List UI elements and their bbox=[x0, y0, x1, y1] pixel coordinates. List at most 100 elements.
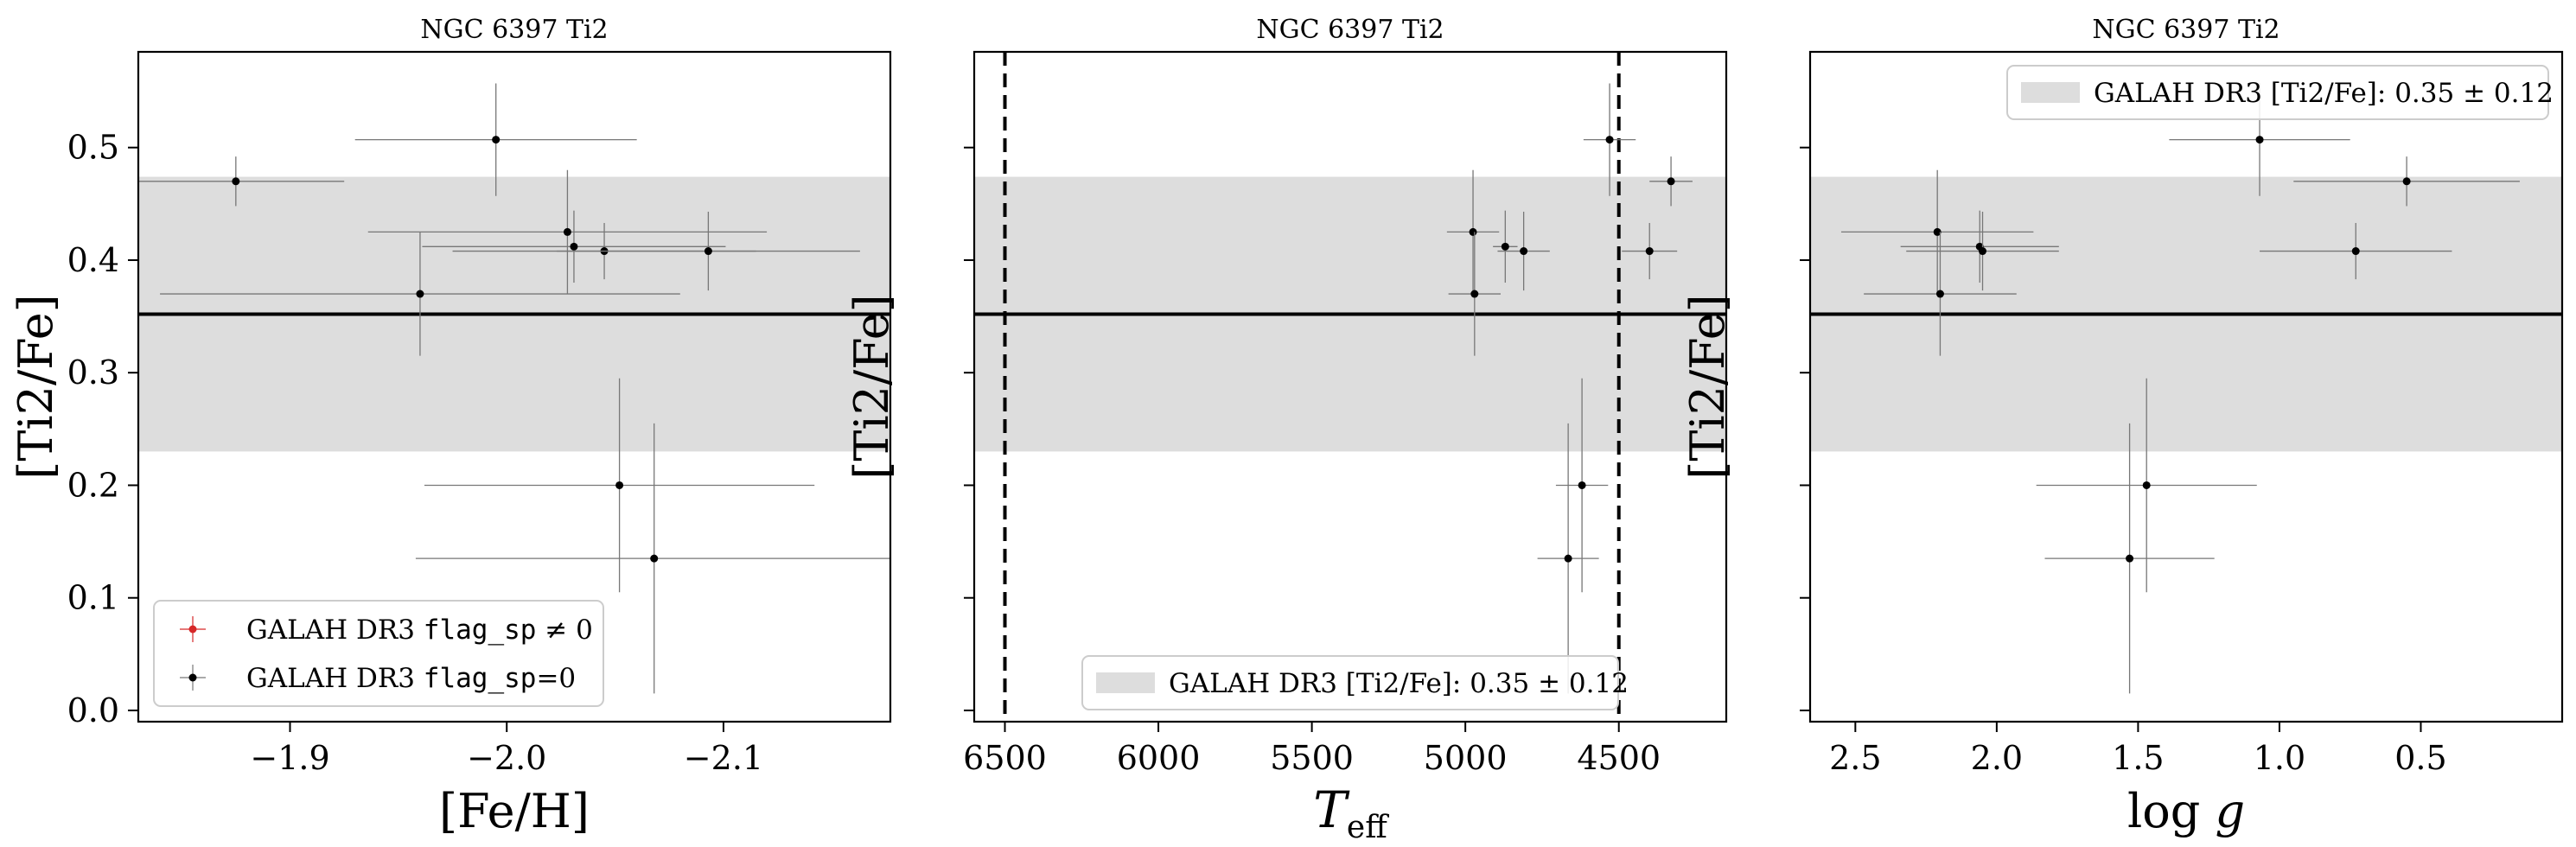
y-tick-label: 0.5 bbox=[67, 129, 119, 167]
data-point-6 bbox=[1622, 222, 1678, 280]
point-marker bbox=[704, 247, 712, 256]
y-tick-label: 0.3 bbox=[67, 353, 119, 392]
point-marker bbox=[1935, 290, 1944, 298]
data-point-3 bbox=[160, 232, 680, 356]
chart-title: NGC 6397 Ti2 bbox=[420, 15, 608, 45]
point-marker bbox=[2255, 136, 2264, 144]
legend-text: =0 bbox=[536, 663, 576, 694]
point-marker bbox=[1667, 177, 1675, 186]
legend-label-flag-nonzero: GALAH DR3 flag_sp ≠ 0 bbox=[246, 615, 593, 646]
data-point-8 bbox=[1555, 378, 1609, 593]
point-marker bbox=[1645, 247, 1654, 256]
data-point-5 bbox=[1497, 211, 1550, 291]
point-marker bbox=[2402, 177, 2411, 186]
point-marker bbox=[232, 177, 240, 186]
legend-label-band: GALAH DR3 [Ti2/Fe]: 0.35 ± 0.12 bbox=[2094, 78, 2554, 109]
legend-code: flag_sp bbox=[424, 663, 537, 694]
point-marker bbox=[1501, 242, 1509, 251]
x-axis-label: Teff bbox=[1313, 780, 1389, 845]
point-marker bbox=[615, 481, 624, 489]
y-axis-label: [Ti2/Fe] bbox=[1680, 294, 1735, 479]
data-point-7 bbox=[1448, 232, 1501, 356]
y-axis-label: [Ti2/Fe] bbox=[9, 294, 63, 479]
point-marker bbox=[492, 136, 501, 144]
data-point-9 bbox=[2044, 423, 2215, 694]
data-point-9 bbox=[1537, 423, 1599, 694]
point-marker bbox=[1469, 227, 1477, 236]
point-marker bbox=[1520, 247, 1528, 256]
chart-panel-3: 2.5 2.0 1.5 1.0 0.5 NGC 6397 Ti2 [Ti2/Fe] log g… bbox=[1680, 15, 2564, 838]
legend-band-swatch bbox=[2021, 82, 2080, 103]
legend-text: GALAH DR3 bbox=[246, 663, 424, 694]
legend-marker-dot bbox=[188, 673, 197, 682]
legend: GALAH DR3 [Ti2/Fe]: 0.35 ± 0.12 bbox=[2006, 65, 2554, 120]
legend-text: GALAH DR3 bbox=[246, 615, 424, 646]
legend-box bbox=[2006, 65, 2549, 120]
data-point-2 bbox=[2293, 156, 2520, 207]
point-marker bbox=[2351, 247, 2360, 256]
plot-area bbox=[1810, 83, 2562, 694]
data-point-7 bbox=[556, 211, 860, 291]
legend: GALAH DR3 [Ti2/Fe]: 0.35 ± 0.12 bbox=[1081, 655, 1629, 710]
point-marker bbox=[650, 554, 659, 563]
x-axis-label: log g bbox=[2127, 784, 2245, 838]
data-point-6 bbox=[2260, 222, 2452, 280]
y-tick-label: 0.0 bbox=[67, 691, 119, 729]
data-point-2 bbox=[1649, 156, 1693, 207]
x-tick-label: 5000 bbox=[1424, 739, 1508, 777]
x-tick-label: 2.0 bbox=[1971, 739, 2023, 777]
point-marker bbox=[1979, 247, 1987, 256]
chart-panel-1: 0.0 0.1 0.2 0.3 0.4 0.5 −1.9 −2.0 −2.1 NGC 6397 T… bbox=[9, 15, 892, 838]
data-point-4 bbox=[367, 169, 768, 295]
point-marker bbox=[2142, 481, 2151, 489]
x-tick-label: 0.5 bbox=[2394, 739, 2446, 777]
data-point-4 bbox=[1493, 210, 1518, 283]
x-tick-label: 1.0 bbox=[2254, 739, 2305, 777]
x-axis-label: [Fe/H] bbox=[439, 784, 590, 838]
x-tick-label: 2.5 bbox=[1829, 739, 1881, 777]
point-marker bbox=[563, 227, 571, 236]
data-point-7 bbox=[1864, 232, 2017, 356]
data-point-8 bbox=[424, 378, 815, 593]
legend-box bbox=[153, 600, 604, 707]
x-tick-label: −2.0 bbox=[467, 739, 546, 777]
legend-label-band: GALAH DR3 [Ti2/Fe]: 0.35 ± 0.12 bbox=[1169, 668, 1629, 699]
data-point-1 bbox=[1583, 83, 1636, 196]
panels: 0.0 0.1 0.2 0.3 0.4 0.5 −1.9 −2.0 −2.1 NGC 6397 T… bbox=[9, 15, 2564, 845]
y-tick-label: 0.2 bbox=[67, 466, 119, 504]
legend-marker-flag-zero bbox=[180, 665, 206, 691]
data-point-1 bbox=[138, 156, 345, 207]
legend-marker-dot bbox=[188, 625, 197, 634]
data-point-5 bbox=[422, 210, 726, 283]
x-tick-label: 4500 bbox=[1577, 739, 1661, 777]
legend-code: flag_sp bbox=[424, 615, 537, 646]
chart-panel-2: 6500 6000 5500 5000 4500 NGC 6397 Ti2 [Ti2/Fe]… bbox=[845, 15, 1728, 845]
x-tick-label: 6500 bbox=[963, 739, 1047, 777]
legend-marker-flag-nonzero bbox=[180, 616, 206, 642]
point-marker bbox=[1564, 554, 1572, 563]
data-point-9 bbox=[415, 423, 890, 694]
chart-title: NGC 6397 Ti2 bbox=[1256, 15, 1444, 45]
y-tick-label: 0.1 bbox=[67, 579, 119, 617]
axes-frame bbox=[1808, 50, 2564, 723]
x-tick-label: 6000 bbox=[1117, 739, 1201, 777]
legend-text: ≠ 0 bbox=[536, 615, 592, 646]
chart-title: NGC 6397 Ti2 bbox=[2092, 15, 2280, 45]
x-tick-label: −1.9 bbox=[250, 739, 329, 777]
point-marker bbox=[1933, 227, 1942, 236]
data-point-2 bbox=[354, 83, 637, 196]
data-point-5 bbox=[1906, 211, 2059, 291]
x-tick-label: 1.5 bbox=[2112, 739, 2164, 777]
data-point-3 bbox=[1840, 169, 2034, 295]
point-marker bbox=[1605, 136, 1614, 144]
legend-band-swatch bbox=[1096, 672, 1155, 693]
data-point-8 bbox=[2036, 378, 2257, 593]
legend-box bbox=[1081, 655, 1619, 710]
axes-frame bbox=[972, 50, 1728, 723]
x-tick-label: 5500 bbox=[1270, 739, 1354, 777]
point-marker bbox=[1470, 290, 1479, 298]
x-tick-label: −2.1 bbox=[684, 739, 763, 777]
plot-area bbox=[138, 83, 890, 694]
